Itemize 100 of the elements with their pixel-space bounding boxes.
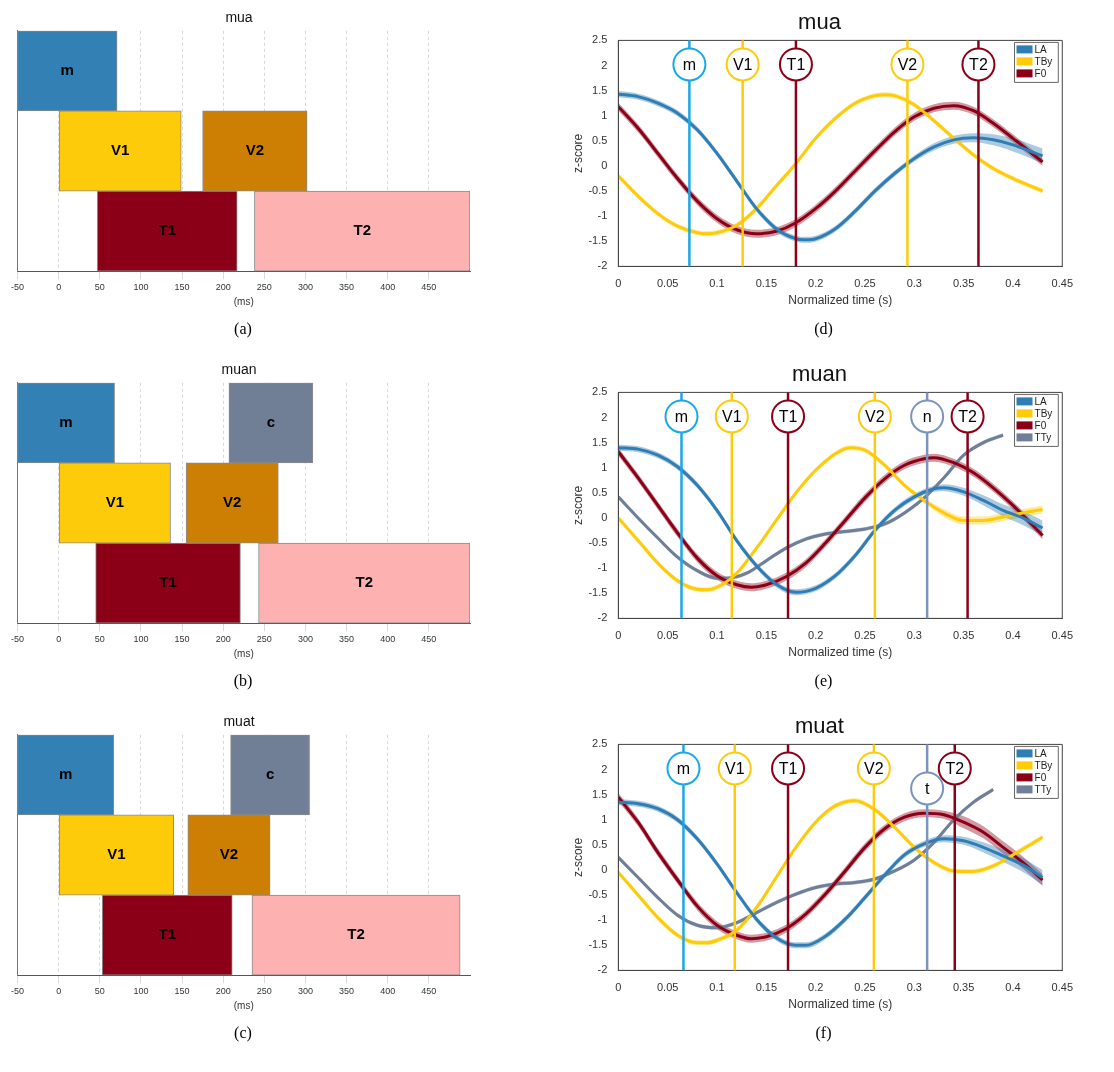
x-axis-title: Normalized time (s) — [788, 645, 893, 660]
chart-title: mua — [798, 9, 842, 35]
x-axis-title: Normalized time (s) — [788, 293, 893, 308]
series-label: V2 — [223, 493, 242, 511]
x-tick-label: 300 — [297, 634, 313, 645]
x-tick-label: 0 — [56, 986, 62, 997]
x-tick-label: 100 — [133, 986, 149, 997]
y-tick-label: -1 — [597, 209, 608, 222]
x-tick-label: 0.25 — [854, 981, 876, 994]
series-label: m — [59, 413, 73, 431]
legend-label: LA — [1034, 747, 1048, 759]
x-axis-title: (ms) — [233, 295, 254, 307]
x-tick-label: 0.4 — [1005, 629, 1021, 642]
legend-label: LA — [1034, 43, 1048, 55]
x-axis-title: (ms) — [233, 647, 254, 659]
legend-label: TTy — [1034, 431, 1052, 443]
x-tick-label: 450 — [421, 282, 437, 293]
x-tick-label: -50 — [11, 986, 25, 997]
series-label: m — [60, 61, 74, 79]
x-tick-label: 0.35 — [952, 981, 975, 994]
legend-label: F0 — [1034, 67, 1047, 79]
ref-line-label: V1 — [724, 759, 745, 777]
y-tick-label: 0.5 — [592, 485, 608, 498]
x-tick-label: 250 — [256, 986, 272, 997]
x-tick-label: 0.4 — [1005, 277, 1021, 290]
y-tick-label: 0 — [601, 862, 608, 875]
chart-title: muan — [221, 361, 257, 378]
ref-line-label: n — [922, 407, 932, 425]
y-tick-label: 2 — [601, 58, 608, 71]
x-tick-label: 0.1 — [709, 981, 725, 994]
ref-line-label: T2 — [969, 55, 988, 73]
x-tick-label: 300 — [297, 986, 313, 997]
x-tick-label: 150 — [174, 986, 190, 997]
x-tick-label: 0 — [615, 629, 622, 642]
y-tick-label: 1 — [601, 812, 608, 825]
x-tick-label: 200 — [215, 986, 231, 997]
x-tick-label: 0.35 — [952, 629, 975, 642]
y-tick-label: -2 — [597, 259, 608, 272]
x-tick-label: 300 — [297, 282, 313, 293]
x-tick-label: 50 — [94, 282, 105, 293]
x-tick-label: 0.3 — [906, 629, 922, 642]
series-label: T1 — [159, 573, 177, 591]
text: (b) — [232, 672, 254, 690]
x-tick-label: 0.2 — [808, 629, 824, 642]
x-axis-title: (ms) — [233, 999, 254, 1011]
x-tick-label: 400 — [380, 282, 396, 293]
legend-label: TTy — [1034, 783, 1052, 795]
y-tick-label: -0.5 — [588, 536, 608, 549]
x-tick-label: 50 — [94, 634, 105, 645]
series-label: c — [266, 413, 276, 431]
series-label: T1 — [158, 221, 176, 239]
x-tick-label: 0.05 — [656, 277, 679, 290]
legend-label: LA — [1034, 395, 1048, 407]
y-tick-label: 1 — [601, 108, 608, 121]
ref-line-label: m — [682, 55, 697, 73]
y-tick-label: 2 — [601, 762, 608, 775]
x-tick-label: 150 — [174, 282, 190, 293]
ref-line-label: T1 — [778, 759, 798, 777]
x-tick-label: 0.1 — [709, 629, 725, 642]
x-tick-label: -50 — [11, 634, 25, 645]
y-tick-label: 2.5 — [592, 385, 608, 398]
y-tick-label: 0 — [601, 158, 608, 171]
legend-label: F0 — [1034, 419, 1047, 431]
y-tick-label: -1 — [597, 913, 608, 926]
series-label: V2 — [245, 141, 265, 159]
text: (e) — [813, 672, 834, 690]
x-tick-label: 0.1 — [709, 277, 725, 290]
y-tick-label: -1 — [597, 561, 608, 574]
series-label: m — [58, 765, 73, 783]
series-label: T2 — [353, 221, 371, 239]
y-axis-title: z-score — [570, 133, 585, 174]
series-label: T2 — [355, 573, 374, 591]
x-tick-label: 0 — [56, 634, 62, 645]
y-tick-label: -0.5 — [588, 184, 608, 197]
series-label: T1 — [158, 925, 176, 943]
x-tick-label: 0.3 — [906, 277, 922, 290]
x-tick-label: 0.2 — [808, 981, 824, 994]
y-tick-label: 1.5 — [592, 435, 608, 448]
legend-label: TBy — [1034, 55, 1053, 67]
x-tick-label: 0 — [615, 981, 622, 994]
ref-line-label: t — [924, 779, 930, 797]
y-tick-label: -1.5 — [588, 938, 608, 951]
legend-label: F0 — [1034, 771, 1047, 783]
x-tick-label: 0.05 — [656, 629, 679, 642]
text: (d) — [813, 320, 834, 338]
y-tick-label: -1.5 — [588, 586, 608, 599]
x-tick-label: 0.4 — [1005, 981, 1021, 994]
x-tick-label: 0.25 — [854, 629, 876, 642]
series-label: V2 — [219, 845, 239, 863]
x-tick-label: 0.15 — [755, 277, 778, 290]
y-tick-label: -1.5 — [588, 234, 608, 247]
x-tick-label: 200 — [215, 282, 231, 293]
y-tick-label: 1.5 — [592, 83, 608, 96]
x-tick-label: 0.15 — [755, 629, 778, 642]
y-tick-label: -2 — [597, 611, 608, 624]
x-tick-label: 0 — [56, 282, 62, 293]
series-label: V1 — [105, 493, 125, 511]
x-tick-label: 350 — [339, 282, 355, 293]
text: (a) — [233, 320, 253, 338]
x-tick-label: 0.15 — [755, 981, 778, 994]
